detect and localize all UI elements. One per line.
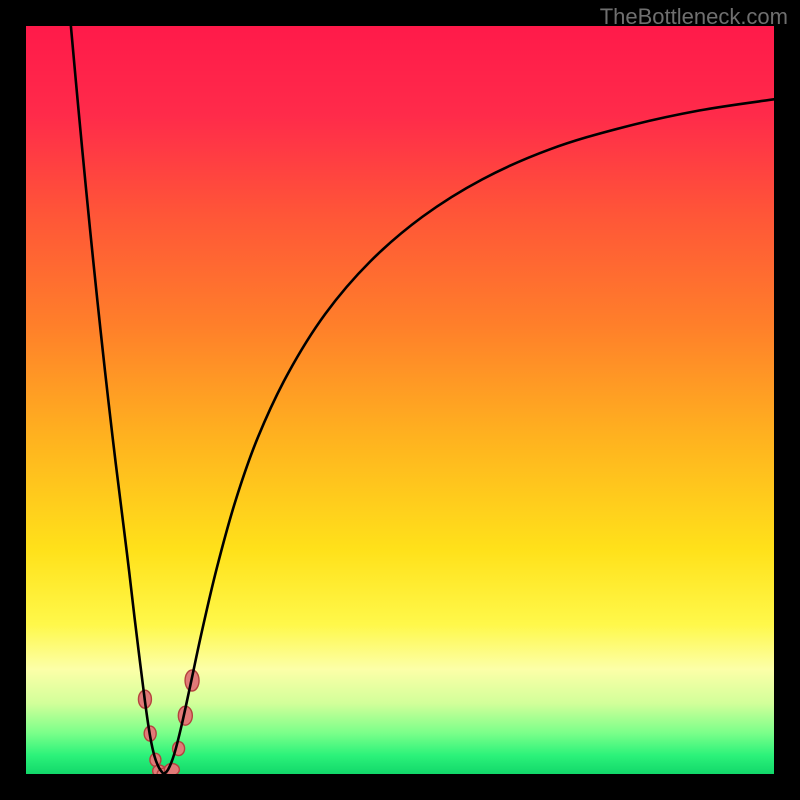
- plot-background: [26, 26, 774, 774]
- bottleneck-chart: [0, 0, 800, 800]
- data-marker: [164, 764, 179, 776]
- watermark-label: TheBottleneck.com: [600, 4, 788, 30]
- chart-container: TheBottleneck.com: [0, 0, 800, 800]
